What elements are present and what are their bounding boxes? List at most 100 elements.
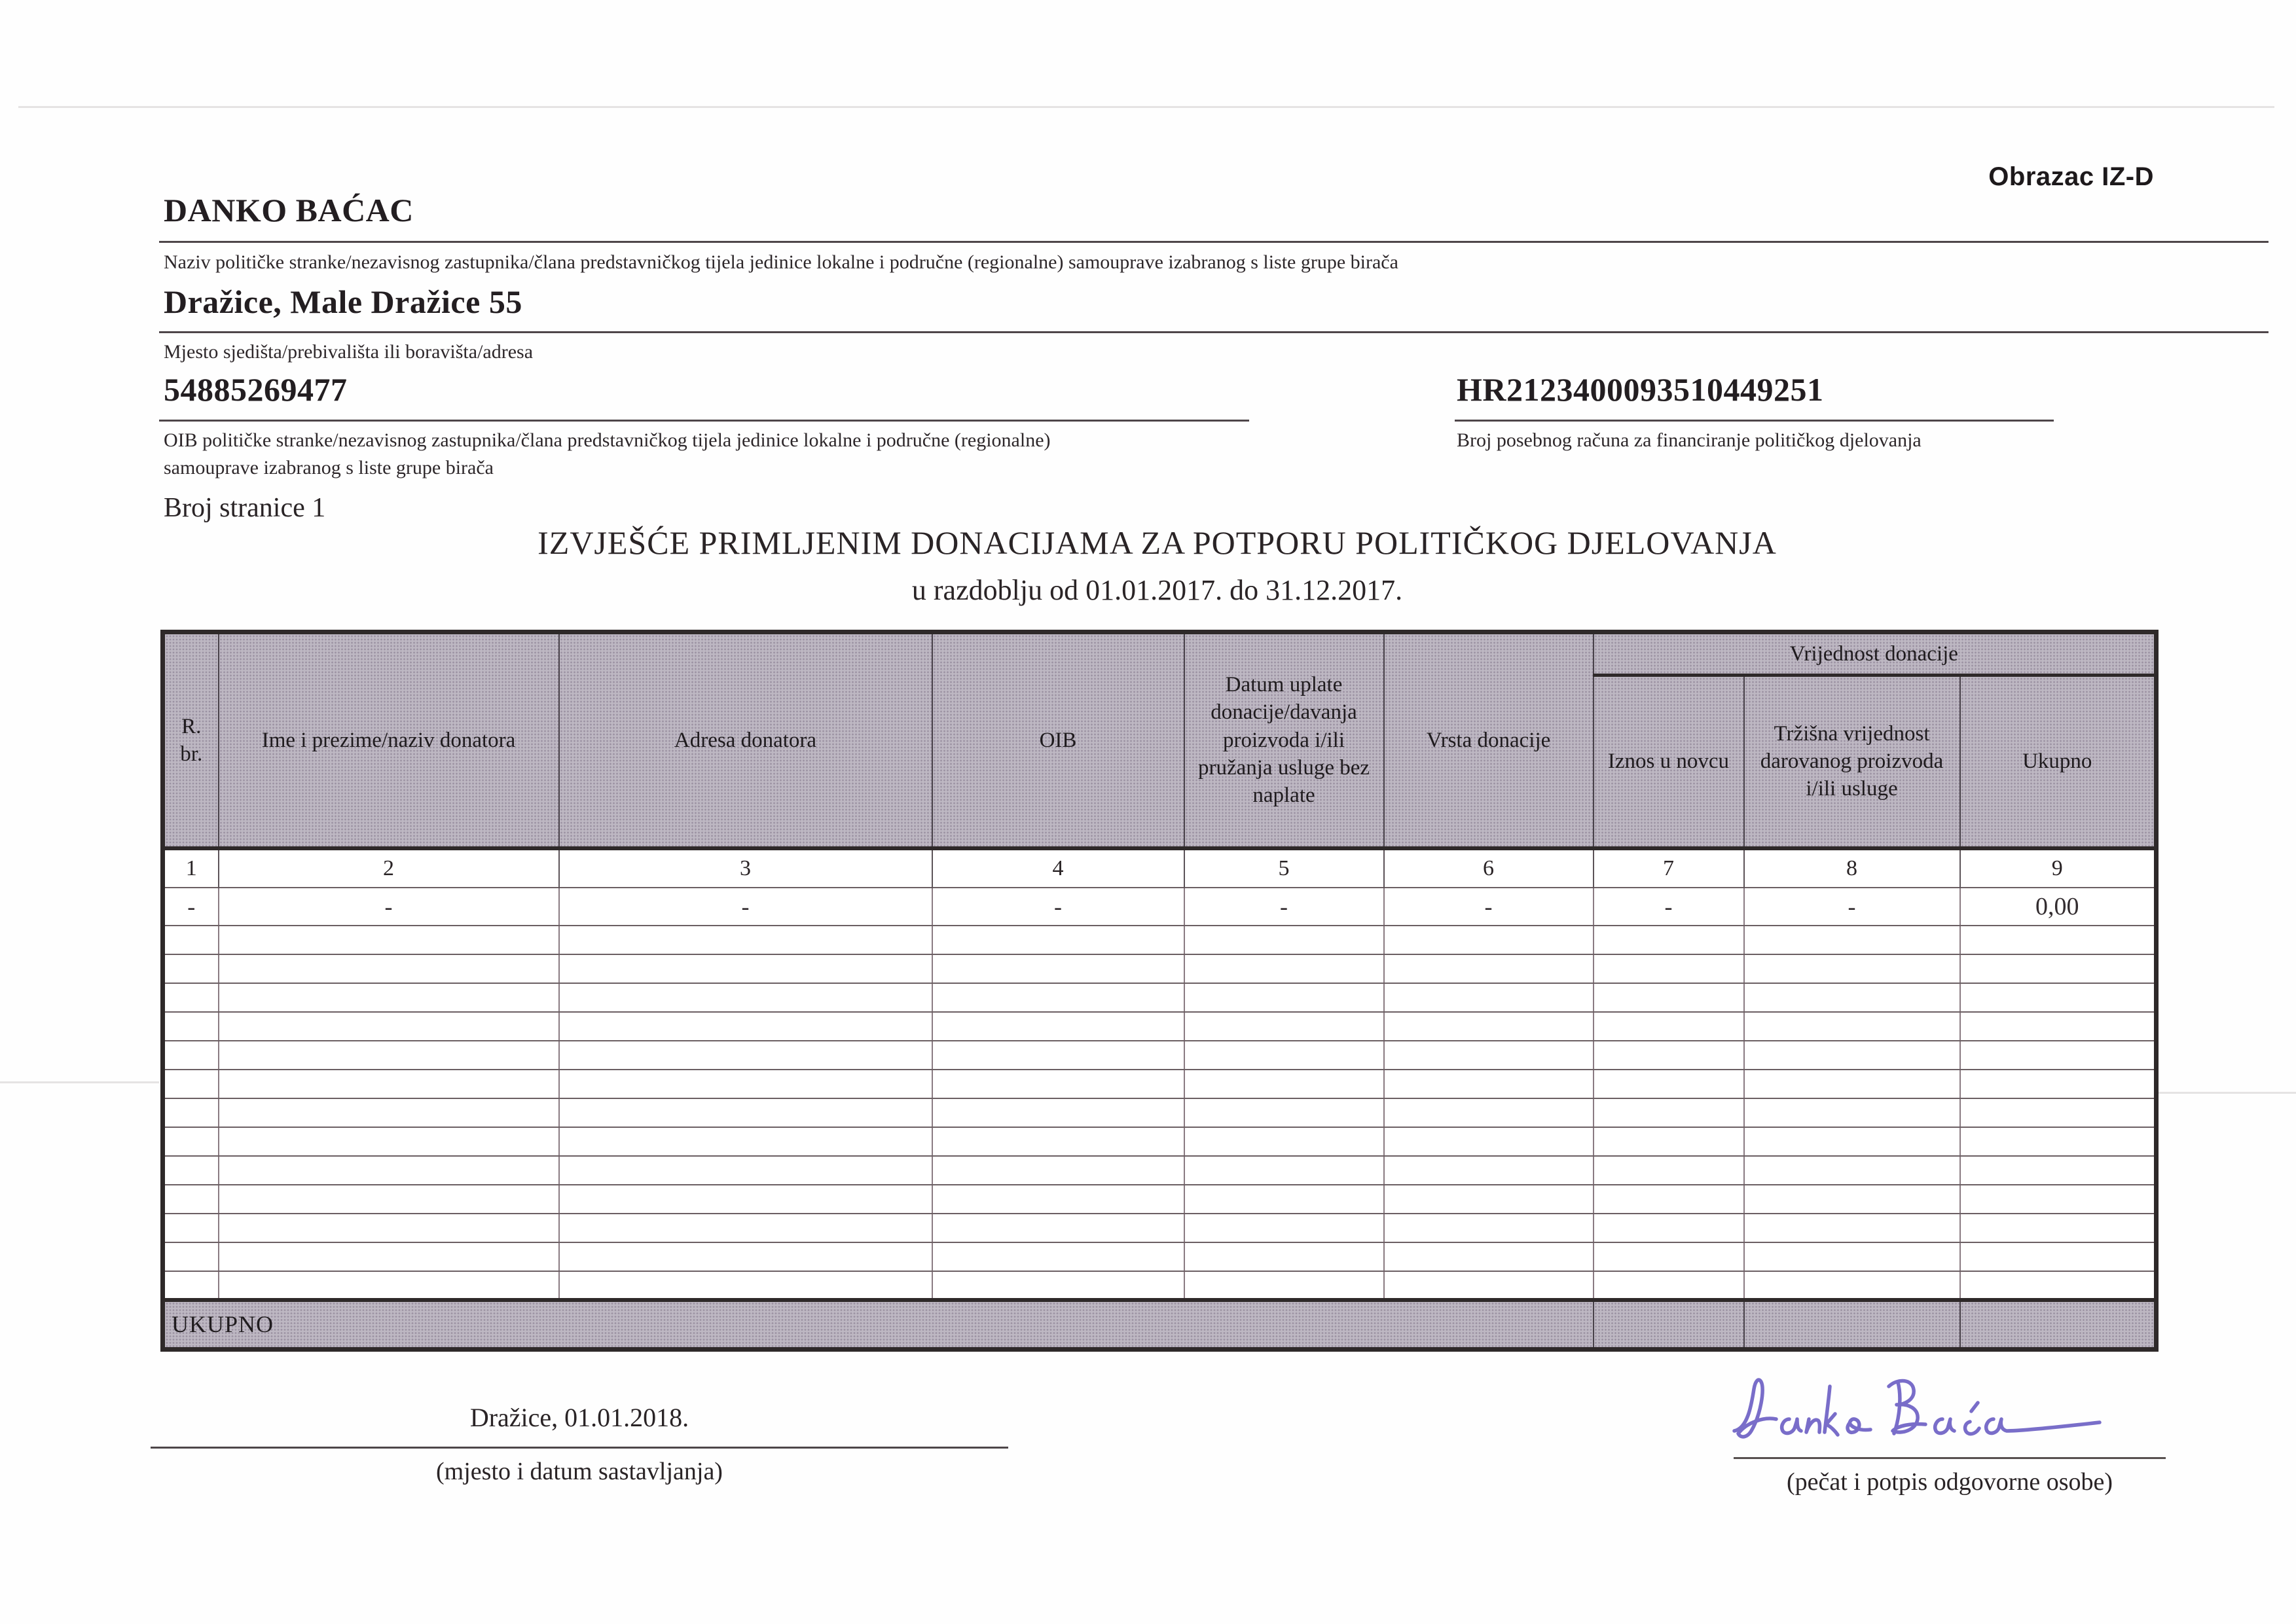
empty-cell [558,1155,933,1185]
signature-caption: (pečat i potpis odgovorne osobe) [1786,1468,2113,1496]
empty-row [162,1126,2157,1157]
empty-row [162,1241,2157,1272]
empty-cell [931,924,1185,955]
empty-cell [1743,1039,1961,1070]
title-block: IZVJEŠĆE PRIMLJENIM DONACIJAMA ZA POTPOR… [160,524,2154,607]
field-rule-name [159,241,2269,243]
empty-cell [1183,1039,1385,1070]
empty-cell [217,1155,560,1185]
empty-cell [1959,1155,2157,1185]
empty-cell [1383,982,1594,1013]
empty-cell [162,1097,219,1128]
address-value: Dražice, Male Dražice 55 [164,283,522,320]
column-number-6: 6 [1383,846,1594,888]
form-code: Obrazac IZ-D [1988,162,2154,191]
table-header-row-2: Iznos u novcu Tržišna vrijednost darovan… [163,674,2157,849]
donation-cell-col6: - [1383,886,1594,926]
col-header-rbr: R. br. [162,631,219,849]
empty-cell [931,1270,1185,1301]
field-rule-address [159,331,2269,333]
empty-cell [162,1155,219,1185]
empty-cell [1592,1241,1745,1272]
empty-cell [162,1270,219,1301]
empty-cell [558,1270,933,1301]
empty-cell [1959,982,2157,1013]
subject-name-label: Naziv političke stranke/nezavisnog zastu… [164,251,1398,273]
empty-cell [1383,1097,1594,1128]
empty-cell [1383,1011,1594,1041]
empty-cell [1592,1011,1745,1041]
empty-cell [931,953,1185,984]
empty-cell [1383,1183,1594,1214]
empty-cell [1743,1068,1961,1099]
empty-cell [217,1097,560,1128]
empty-cell [1183,1241,1385,1272]
empty-cell [558,1212,933,1243]
empty-cell [1743,1183,1961,1214]
empty-cell [1383,1155,1594,1185]
empty-cell [1592,1068,1745,1099]
empty-cell [1743,924,1961,955]
empty-cell [1592,924,1745,955]
empty-cell [1743,982,1961,1013]
column-number-9: 9 [1959,846,2157,888]
field-rule-oib [159,420,1249,422]
empty-cell [1959,1068,2157,1099]
empty-cell [1592,1097,1745,1128]
donation-cell-col2: - [217,886,560,926]
total-row: UKUPNO [162,1297,2157,1350]
empty-cell [931,1241,1185,1272]
empty-cell [1183,1097,1385,1128]
col-header-donation-type: Vrsta donacije [1383,631,1594,849]
empty-cell [1183,924,1385,955]
empty-cell [558,982,933,1013]
table-header-row-1: R. br. Ime i prezime/naziv donatora Adre… [162,631,2157,849]
total-market-value-cell [1743,1297,1960,1350]
col-header-donor-address: Adresa donatora [558,631,933,849]
col-header-market-value: Tržišna vrijednost darovanog proizvoda i… [1743,674,1961,849]
empty-cell [1183,1068,1385,1099]
column-number-3: 3 [558,846,933,888]
empty-cell [1383,1039,1594,1070]
place-date-caption: (mjesto i datum sastavljanja) [436,1458,723,1485]
donation-cell-col8: - [1743,886,1961,926]
empty-cell [1959,1183,2157,1214]
empty-cell [1743,1011,1961,1041]
empty-cell [558,1039,933,1070]
empty-cell [1592,982,1745,1013]
empty-cell [558,1241,933,1272]
empty-row [162,982,2157,1013]
column-number-7: 7 [1592,846,1745,888]
oib-label-line2: samouprave izabranog s liste grupe birač… [164,457,494,478]
empty-cell [1592,1212,1745,1243]
empty-cell [558,924,933,955]
empty-cell [1743,1126,1961,1157]
signature-rule [1734,1457,2166,1459]
empty-cell [931,1039,1185,1070]
empty-cell [217,1183,560,1214]
empty-cell [1592,953,1745,984]
empty-row [162,1097,2157,1128]
handwritten-signature: Danko Baćac [1709,1368,2174,1460]
empty-cell [162,1011,219,1041]
empty-cell [162,1241,219,1272]
empty-cell [162,953,219,984]
empty-cell [1959,1241,2157,1272]
empty-cell [1959,1039,2157,1070]
column-number-2: 2 [217,846,560,888]
empty-cell [1959,1212,2157,1243]
empty-cell [1592,1039,1745,1070]
empty-cell [162,1212,219,1243]
empty-cell [931,1097,1185,1128]
col-header-value-group: Vrijednost donacije [1592,631,2157,677]
empty-cell [931,1183,1185,1214]
subject-name: DANKO BAĆAC [164,192,414,228]
empty-cell [1959,1270,2157,1301]
column-number-8: 8 [1743,846,1961,888]
empty-cell [558,1097,933,1128]
empty-cell [1183,953,1385,984]
col-header-donor-name: Ime i prezime/naziv donatora [217,631,560,849]
column-number-4: 4 [931,846,1185,888]
empty-cell [162,1039,219,1070]
